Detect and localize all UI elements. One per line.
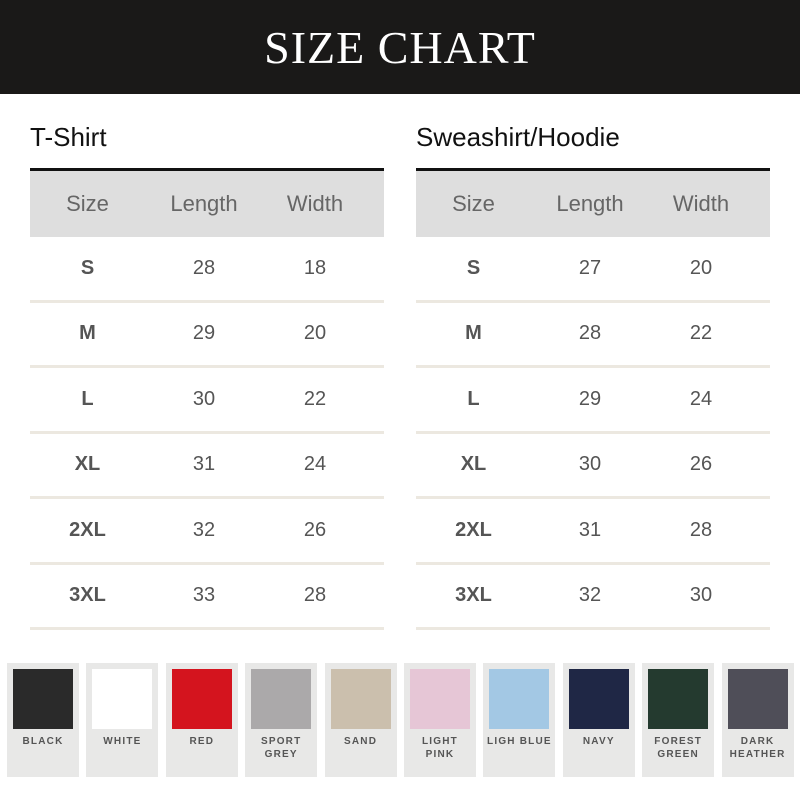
table-cell: 3XL [69, 584, 106, 607]
color-sample [489, 669, 550, 729]
color-label: RED [189, 736, 215, 747]
table-cell: XL [460, 453, 487, 476]
color-label: FOREST GREEN [654, 736, 703, 760]
table-cell: S [466, 256, 481, 279]
color-swatch: LIGH BLUE [483, 663, 556, 777]
table-cell: 28 [192, 256, 216, 279]
table-cell: L [81, 387, 94, 410]
table-cell: 2XL [455, 518, 492, 541]
table-cell: 33 [192, 584, 216, 607]
color-sample [92, 669, 153, 729]
color-sample [648, 669, 709, 729]
table-header: Size Length Width [30, 171, 384, 237]
color-swatch: WHITE [86, 663, 159, 777]
table-row: S 27 20 [416, 237, 770, 303]
table-cell: 22 [303, 387, 327, 410]
table-row: XL 31 24 [30, 434, 384, 499]
color-label: NAVY [582, 736, 615, 747]
table-cell: 18 [303, 256, 327, 279]
color-swatch: LIGHT PINK [404, 663, 476, 777]
color-sample [410, 669, 470, 729]
table-cell: 20 [303, 322, 327, 345]
column-header: Width [672, 191, 730, 216]
color-swatch: FOREST GREEN [642, 663, 715, 777]
table-cell: 32 [192, 518, 216, 541]
table-cell: S [80, 256, 95, 279]
divider [416, 168, 770, 171]
table-cell: 2XL [69, 518, 106, 541]
color-label: DARK HEATHER [729, 736, 786, 760]
table-row: 2XL 31 28 [416, 499, 770, 565]
table-row: M 28 22 [416, 303, 770, 368]
color-swatch: NAVY [562, 663, 635, 777]
table-row: L 29 24 [416, 368, 770, 434]
table-cell: 20 [689, 256, 713, 279]
table-cell: 30 [192, 387, 216, 410]
table-cell: 22 [689, 322, 713, 345]
table-cell: 28 [578, 322, 602, 345]
table-cell: 30 [689, 584, 713, 607]
table-cell: L [467, 387, 480, 410]
color-sample [727, 669, 788, 729]
table-cell: 24 [689, 387, 713, 410]
color-swatch: BLACK [7, 663, 79, 777]
column-header: Width [286, 191, 344, 216]
column-header: Size [452, 191, 495, 216]
color-label: SAND [344, 736, 378, 747]
table-cell: 31 [192, 453, 216, 476]
table-title: Sweashirt/Hoodie [416, 122, 620, 152]
color-swatch: SPORT GREY [245, 663, 318, 777]
color-sample [568, 669, 629, 729]
column-header: Size [66, 191, 109, 216]
color-sample [251, 669, 312, 729]
color-label: LIGH BLUE [487, 736, 552, 747]
table-cell: 30 [578, 453, 602, 476]
table-row: 2XL 32 26 [30, 499, 384, 565]
table-cell: 27 [578, 256, 602, 279]
table-cell: 29 [578, 387, 602, 410]
color-swatch: RED [165, 663, 238, 777]
color-swatch: DARK HEATHER [721, 663, 794, 777]
color-label: SPORT GREY [260, 736, 302, 760]
column-header: Length [556, 191, 624, 216]
table-cell: 24 [303, 453, 327, 476]
table-cell: 32 [578, 584, 602, 607]
table-row: 3XL 32 30 [416, 565, 770, 630]
color-label: LIGHT PINK [422, 736, 458, 760]
color-swatch: SAND [324, 663, 397, 777]
color-sample [330, 669, 391, 729]
table-cell: M [465, 322, 482, 345]
table-row: L 30 22 [30, 368, 384, 434]
table-header: Size Length Width [416, 171, 770, 237]
table-cell: 31 [578, 518, 602, 541]
table-row: 3XL 33 28 [30, 565, 384, 630]
table-row: M 29 20 [30, 303, 384, 368]
table-cell: 26 [689, 453, 713, 476]
table-cell: M [79, 322, 96, 345]
table-cell: 28 [689, 518, 713, 541]
table-cell: 26 [303, 518, 327, 541]
hoodie-size-table: Sweashirt/Hoodie Size Length Width S 27 20 M 28 2… [416, 120, 770, 630]
table-title: T-Shirt [30, 122, 107, 152]
table-cell: 29 [192, 322, 216, 345]
header-banner: SIZE CHART [0, 0, 800, 94]
color-label: BLACK [22, 736, 64, 747]
color-label: WHITE [103, 736, 142, 747]
divider [30, 168, 384, 171]
column-header: Length [170, 191, 238, 216]
color-sample [13, 669, 73, 729]
tshirt-size-table: T-Shirt Size Length Width S 28 18 M 29 20 L 30 22 XL 3… [30, 120, 384, 630]
table-cell: XL [74, 453, 101, 476]
table-cell: 28 [303, 584, 327, 607]
table-row: XL 30 26 [416, 434, 770, 499]
page-title: SIZE CHART [264, 21, 536, 73]
table-row: S 28 18 [30, 237, 384, 303]
color-sample [171, 669, 232, 729]
table-cell: 3XL [455, 584, 492, 607]
